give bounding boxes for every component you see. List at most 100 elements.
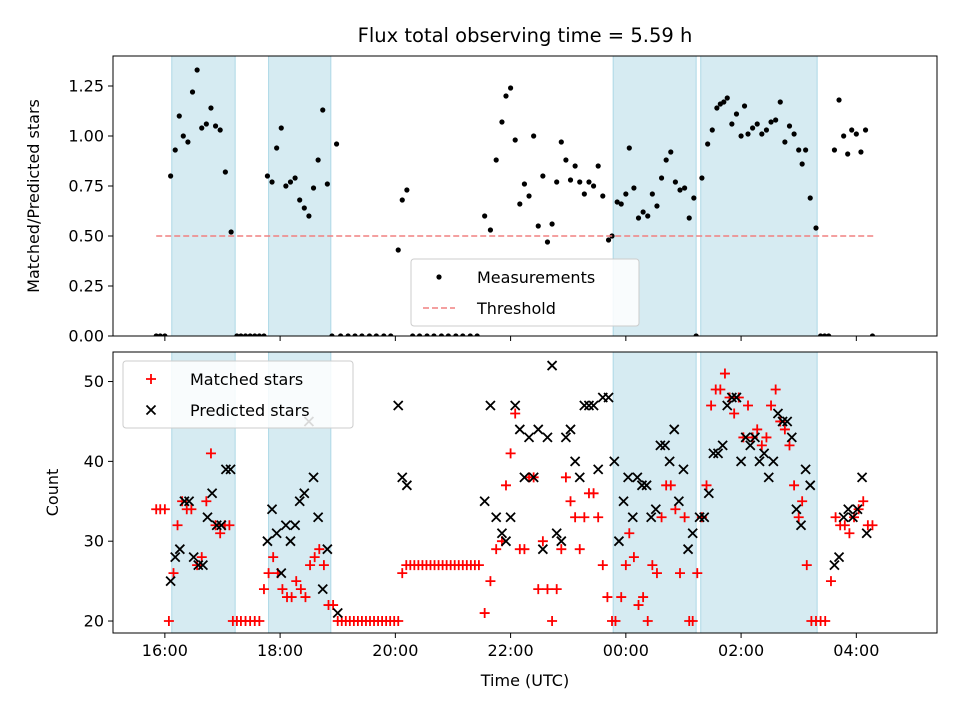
measurement-point <box>493 157 499 163</box>
matched-star-point <box>628 552 639 563</box>
matched-star-point <box>286 592 297 603</box>
measurement-point <box>869 333 876 336</box>
measurement-point <box>274 145 280 151</box>
predicted-star-point <box>551 528 562 539</box>
matched-star-point <box>844 528 855 539</box>
predicted-star-point <box>609 456 620 467</box>
measurement-point <box>404 187 410 193</box>
measurement-point <box>315 157 321 163</box>
measurement-point <box>157 333 163 336</box>
matched-star-point <box>610 616 621 627</box>
measurement-point <box>474 333 480 336</box>
measurement-point <box>658 175 665 181</box>
matched-star-point <box>309 552 320 563</box>
measurement-point <box>741 103 748 109</box>
measurement-point <box>822 333 828 336</box>
measurement-point <box>544 239 551 245</box>
measurement-point <box>185 139 191 145</box>
predicted-star-point <box>332 607 343 619</box>
matched-star-point <box>186 504 197 515</box>
measurement-point <box>786 123 793 129</box>
predicted-star-point <box>216 520 227 531</box>
measurement-point <box>554 179 560 185</box>
observing-interval-band <box>268 55 332 337</box>
x-tick-label: 02:00 <box>718 641 764 660</box>
measurement-point <box>768 119 774 125</box>
measurement-point <box>586 179 592 185</box>
matched-star-point <box>519 544 530 555</box>
predicted-star-point <box>708 448 719 459</box>
measurement-point <box>733 111 740 117</box>
measurement-point <box>595 163 601 169</box>
measurement-point <box>352 333 358 336</box>
measurement-point <box>238 333 244 336</box>
measurement-point <box>699 175 705 181</box>
predicted-star-point <box>754 456 765 467</box>
predicted-star-point <box>556 536 567 547</box>
x-tick-label: 00:00 <box>603 641 649 660</box>
measurement-point <box>283 183 289 189</box>
measurement-point <box>324 181 330 187</box>
legend-measurement-swatch <box>436 274 442 280</box>
legend-box <box>410 258 640 327</box>
measurement-point <box>791 131 797 137</box>
predicted-star-point <box>294 496 305 507</box>
predicted-star-point <box>664 456 675 467</box>
matched-star-point <box>574 544 585 555</box>
measurement-point <box>567 177 574 183</box>
top-panel: 0.00 0.25 0.50 0.75 1.00 1.25 Flux total obser… <box>24 24 938 346</box>
matched-star-point <box>679 512 690 523</box>
matched-star-point <box>295 584 306 595</box>
matched-star-point <box>168 568 179 579</box>
predicted-star-point <box>722 400 733 411</box>
measurement-point <box>176 113 182 119</box>
y-axis-label: Count <box>43 469 62 517</box>
matched-star-point <box>675 568 686 579</box>
measurement-point <box>691 195 697 201</box>
legend-entry-label: Predicted stars <box>190 401 310 420</box>
measurement-point <box>287 179 294 185</box>
measurement-point <box>373 333 379 336</box>
measurement-point <box>581 191 587 197</box>
matched-star-point <box>642 616 653 627</box>
y-tick-label: 0.75 <box>68 177 104 196</box>
matched-star-point <box>172 520 183 531</box>
measurement-point <box>301 205 307 211</box>
matched-star-point <box>761 432 772 443</box>
measurement-point <box>626 145 632 151</box>
measurement-point <box>623 191 629 197</box>
matched-star-point <box>616 592 627 603</box>
matched-star-point <box>263 568 274 579</box>
measurement-point <box>831 147 838 153</box>
predicted-star-point <box>479 496 490 507</box>
measurement-point <box>453 333 459 336</box>
predicted-star-point <box>593 464 604 475</box>
predicted-star-point <box>673 496 684 507</box>
matched-star-point <box>268 552 279 563</box>
matched-star-point <box>624 528 635 539</box>
matched-star-point <box>830 512 841 523</box>
predicted-star-point <box>174 544 185 555</box>
predicted-star-point <box>533 424 544 435</box>
measurement-point <box>754 121 760 127</box>
predicted-star-point <box>317 583 328 595</box>
predicted-star-point <box>393 400 404 411</box>
measurement-point <box>517 201 523 207</box>
matched-star-point <box>254 616 265 627</box>
measurement-point <box>189 89 196 95</box>
measurement-point <box>329 333 335 336</box>
observing-interval-band <box>700 351 818 634</box>
matched-star-point <box>579 512 590 523</box>
legend-box <box>122 360 354 429</box>
predicted-star-point <box>220 464 232 475</box>
matched-star-point <box>328 600 339 611</box>
matched-star-point <box>510 408 521 419</box>
matched-star-point <box>701 480 712 491</box>
predicted-star-point <box>266 504 278 515</box>
y-tick-label: 1.00 <box>68 127 104 146</box>
measurement-point <box>682 185 688 191</box>
matched-star-point <box>570 512 581 523</box>
x-tick-label: 20:00 <box>372 641 418 660</box>
measurement-point <box>460 333 466 336</box>
